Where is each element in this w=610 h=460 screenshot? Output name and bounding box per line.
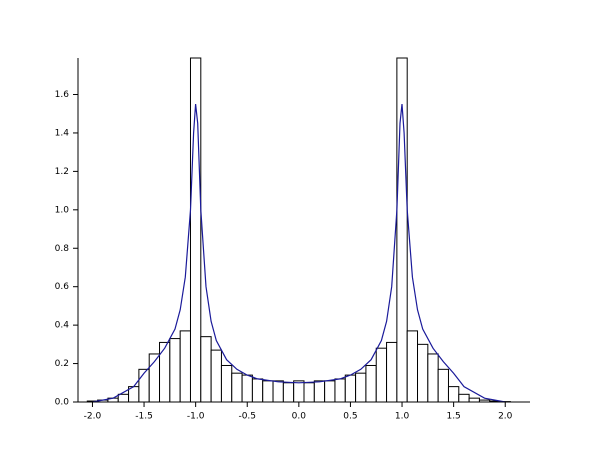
bar	[169, 338, 181, 403]
bar	[231, 372, 243, 403]
bar	[406, 330, 419, 403]
bar	[117, 393, 130, 403]
y-tick-label: 1.4	[55, 128, 70, 138]
x-tick-label: -1.0	[187, 412, 205, 422]
bar	[159, 341, 171, 403]
bar	[282, 382, 295, 403]
bar	[220, 364, 233, 403]
bar	[251, 378, 264, 403]
y-tick-label: 1.0	[55, 205, 70, 215]
y-tick-label: 0.8	[55, 244, 70, 254]
y-tick-label: 0.0	[55, 398, 70, 408]
bar	[355, 372, 367, 403]
x-tick-label: 1.0	[395, 412, 410, 422]
bar	[262, 380, 274, 403]
x-tick-label: 1.5	[446, 412, 460, 422]
bar	[313, 380, 326, 403]
y-tick-label: 0.4	[55, 321, 70, 331]
x-tick-label: 0.0	[292, 412, 307, 422]
y-tick-label: 0.6	[55, 282, 70, 292]
bar	[375, 347, 388, 403]
bar	[200, 336, 212, 403]
y-tick-label: 0.2	[55, 359, 69, 369]
bar	[324, 380, 336, 403]
bar	[468, 397, 480, 403]
x-tick-label: -1.5	[135, 412, 153, 422]
bar	[241, 374, 253, 403]
bar	[427, 353, 439, 403]
y-tick-label: 1.6	[55, 90, 70, 100]
x-tick-label: 2.0	[498, 412, 513, 422]
y-tick-label: 1.2	[55, 167, 69, 177]
bar	[334, 378, 346, 403]
density-curve	[92, 104, 506, 403]
bar	[293, 380, 305, 403]
bar	[210, 349, 222, 403]
bar	[179, 330, 191, 403]
bar	[386, 341, 398, 403]
bar	[417, 343, 429, 403]
x-tick-label: -0.5	[238, 412, 256, 422]
bar	[138, 368, 150, 403]
x-tick-label: 0.5	[343, 412, 357, 422]
bar	[458, 393, 470, 403]
bar	[437, 368, 449, 403]
bar	[344, 374, 357, 403]
bar	[303, 382, 315, 403]
bar	[365, 364, 377, 403]
bar	[447, 386, 460, 403]
x-tick-label: -2.0	[84, 412, 102, 422]
bar	[272, 380, 284, 403]
